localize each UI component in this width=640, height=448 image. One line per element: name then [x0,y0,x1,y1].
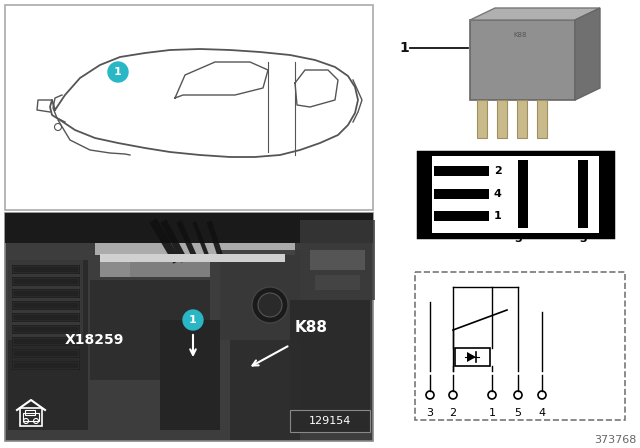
Text: X18259: X18259 [65,333,124,347]
Bar [497,100,507,138]
Bar [578,160,588,228]
Bar [315,275,360,290]
Bar [13,278,79,285]
Bar [290,410,370,432]
Text: 1: 1 [399,41,409,55]
Bar [160,320,220,430]
Polygon shape [467,352,476,362]
Text: 1: 1 [488,408,495,418]
Bar [13,302,79,309]
Text: 1: 1 [114,67,122,77]
Circle shape [258,293,282,317]
Text: 1: 1 [189,315,197,325]
Bar [13,266,79,273]
Bar [290,300,370,410]
Text: 2: 2 [449,408,456,418]
Bar [12,337,80,346]
Bar [230,340,300,440]
Bar [477,100,487,138]
Bar [8,260,83,340]
Bar [25,410,35,415]
Polygon shape [599,184,611,204]
Polygon shape [470,8,600,20]
Bar [90,280,210,380]
Polygon shape [575,8,600,100]
Bar [470,20,575,100]
Bar [100,254,285,262]
Bar [455,348,490,366]
Bar [537,100,547,138]
Text: 5: 5 [514,234,522,244]
Text: K88: K88 [295,320,328,336]
Text: 1: 1 [494,211,502,221]
Bar [13,326,79,333]
Text: 4: 4 [494,189,502,199]
Bar [5,213,373,441]
Bar [434,211,489,221]
Text: 4: 4 [538,408,545,418]
Bar [434,166,489,176]
Bar [5,5,373,210]
Circle shape [252,287,288,323]
Bar [418,152,613,237]
Bar [415,272,625,420]
Bar [300,220,375,300]
Bar [310,250,365,270]
Bar [517,100,527,138]
Bar [13,314,79,321]
Text: 3: 3 [579,234,587,244]
Polygon shape [420,162,432,178]
Bar [12,301,80,310]
Text: 373768: 373768 [594,435,636,445]
Bar [100,255,130,277]
Bar [23,413,39,421]
Bar [12,265,80,274]
Bar [95,225,295,255]
Text: 129154: 129154 [309,416,351,426]
Text: K88: K88 [513,32,527,38]
Bar [13,290,79,297]
Bar [13,362,79,369]
Bar [434,189,489,199]
Bar [12,349,80,358]
Text: 5: 5 [515,408,522,418]
Bar [20,408,42,426]
Bar [13,350,79,357]
Bar [12,289,80,298]
Circle shape [183,310,203,330]
Bar [5,213,373,243]
Text: 3: 3 [426,408,433,418]
Bar [13,338,79,345]
Bar [12,325,80,334]
Bar [432,156,599,233]
Bar [12,277,80,286]
Text: 2: 2 [494,166,502,176]
Bar [120,220,220,240]
Bar [12,313,80,322]
Bar [220,250,300,340]
Bar [100,255,210,277]
Polygon shape [420,187,432,203]
Circle shape [108,62,128,82]
Bar [12,361,80,370]
Bar [518,160,528,228]
Bar [8,260,88,430]
Polygon shape [420,210,432,226]
